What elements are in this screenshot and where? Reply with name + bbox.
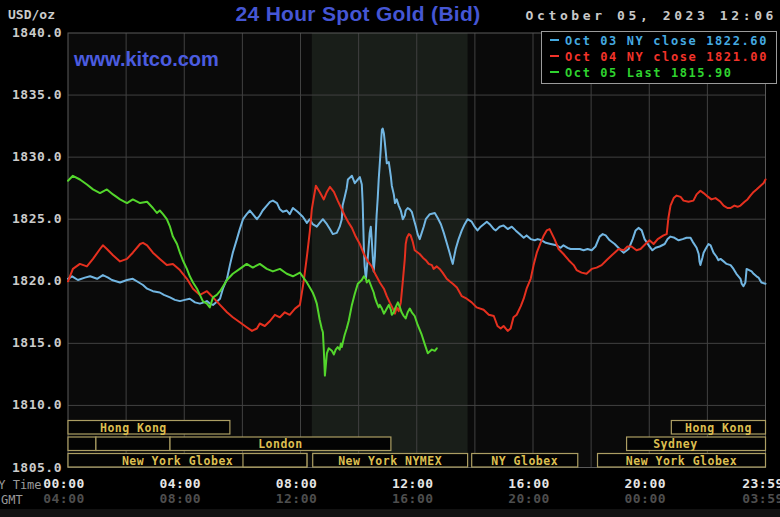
- session-box: [68, 437, 96, 451]
- kitco-24h-gold-chart: USD/oz 24 Hour Spot Gold (Bid) October 0…: [0, 0, 780, 517]
- legend-item: Oct 05 Last 1815.90: [550, 66, 733, 82]
- x-tick-ny: 23:59: [735, 476, 780, 491]
- x-tick-gmt: 04:00: [36, 491, 92, 506]
- bottom-edge-bar: [0, 509, 780, 517]
- x-tick-ny: 00:00: [36, 476, 92, 491]
- ny-time-axis-caption: NY Time: [0, 478, 40, 492]
- session-label: New York Globex: [122, 454, 233, 468]
- session-label: New York NYMEX: [338, 454, 442, 468]
- x-tick-gmt: 08:00: [152, 491, 208, 506]
- y-tick-label: 1830.0: [0, 149, 62, 164]
- legend-swatch: [550, 55, 559, 57]
- y-tick-label: 1805.0: [0, 460, 62, 475]
- x-tick-ny: 04:00: [152, 476, 208, 491]
- legend-swatch: [550, 71, 559, 73]
- x-tick-gmt: 03:59: [735, 491, 780, 506]
- session-box: [243, 454, 307, 468]
- x-tick-ny: 08:00: [269, 476, 325, 491]
- session-box: [96, 437, 170, 451]
- session-label: Sydney: [653, 437, 698, 451]
- x-tick-ny: 20:00: [617, 476, 673, 491]
- y-tick-label: 1825.0: [0, 211, 62, 226]
- session-label: Hong Kong: [685, 421, 752, 435]
- y-tick-label: 1840.0: [0, 25, 62, 40]
- legend-swatch: [550, 39, 559, 41]
- legend-item: Oct 03 NY close 1822.60: [550, 34, 768, 50]
- kitco-watermark: www.kitco.com: [74, 48, 219, 71]
- session-label: London: [258, 437, 303, 451]
- x-tick-gmt: 20:00: [501, 491, 557, 506]
- y-tick-label: 1815.0: [0, 335, 62, 350]
- gmt-axis-caption: GMT: [1, 493, 23, 507]
- session-label: New York Globex: [626, 454, 737, 468]
- x-tick-ny: 16:00: [501, 476, 557, 491]
- x-tick-gmt: 12:00: [269, 491, 325, 506]
- x-tick-gmt: 16:00: [385, 491, 441, 506]
- y-tick-label: 1820.0: [0, 273, 62, 288]
- y-tick-label: 1835.0: [0, 87, 62, 102]
- x-tick-gmt: 00:00: [617, 491, 673, 506]
- session-label: NY Globex: [491, 454, 558, 468]
- legend: Oct 03 NY close 1822.60Oct 04 NY close 1…: [541, 31, 777, 84]
- x-tick-ny: 12:00: [385, 476, 441, 491]
- legend-item: Oct 04 NY close 1821.00: [550, 50, 768, 66]
- session-label: Hong Kong: [100, 421, 167, 435]
- nymex-session-band: [312, 33, 468, 468]
- y-tick-label: 1810.0: [0, 397, 62, 412]
